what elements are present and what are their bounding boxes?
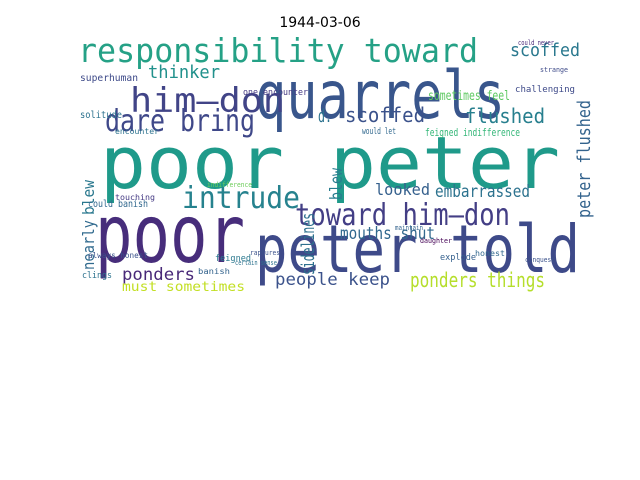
word: ponders [122, 265, 195, 285]
word: conquest [525, 256, 555, 264]
word: honest [475, 249, 505, 258]
word: would let [362, 127, 396, 137]
word: feigned indifference [425, 126, 520, 139]
word: scoffed [510, 40, 580, 61]
word: ponders things [410, 268, 545, 292]
word: sidelines [298, 213, 319, 275]
word: certain sense [235, 259, 277, 267]
word: poor [95, 188, 245, 281]
word: nearly [79, 220, 98, 270]
word: touching [115, 193, 155, 202]
chart-title: 1944-03-06 [279, 15, 360, 31]
word: always honest [88, 251, 148, 260]
word: d. [318, 106, 332, 127]
word: him—don [130, 81, 285, 121]
word: daughter [420, 237, 452, 245]
word: peter told [255, 211, 580, 288]
word: raptures [250, 249, 280, 257]
word: embarrassed [435, 182, 530, 202]
word: people keep [275, 270, 390, 290]
word: clings [82, 271, 112, 281]
word: mouths shut [340, 224, 435, 244]
word: poor peter [100, 121, 560, 205]
word: banish [198, 267, 230, 276]
word: sometimes feel [428, 89, 510, 104]
word: toward him—don [295, 198, 510, 233]
word: solitude [80, 110, 122, 121]
word: looked [375, 180, 430, 199]
word: thinker [148, 62, 220, 83]
word: indifference [207, 181, 252, 189]
word: blew [79, 180, 98, 215]
word: feigned [215, 254, 251, 264]
word: scoffed [345, 103, 425, 127]
word: strange [540, 66, 568, 74]
word: quarrels [255, 57, 505, 134]
word: encounter [115, 127, 159, 136]
word: challenging [515, 85, 575, 95]
word: peter flushed [574, 100, 595, 218]
word: explode [440, 253, 476, 263]
word: must sometimes [122, 280, 245, 295]
word: one encounter [243, 88, 309, 98]
word: dare bring [105, 104, 255, 139]
word: maintain [395, 224, 423, 232]
word: flushed [465, 104, 545, 128]
word: could never [518, 39, 554, 47]
word: superhuman [80, 73, 138, 84]
word: blew [327, 167, 347, 200]
word: responsibility toward [78, 31, 478, 70]
word: could banish [88, 199, 148, 210]
word: intrude [182, 181, 300, 216]
